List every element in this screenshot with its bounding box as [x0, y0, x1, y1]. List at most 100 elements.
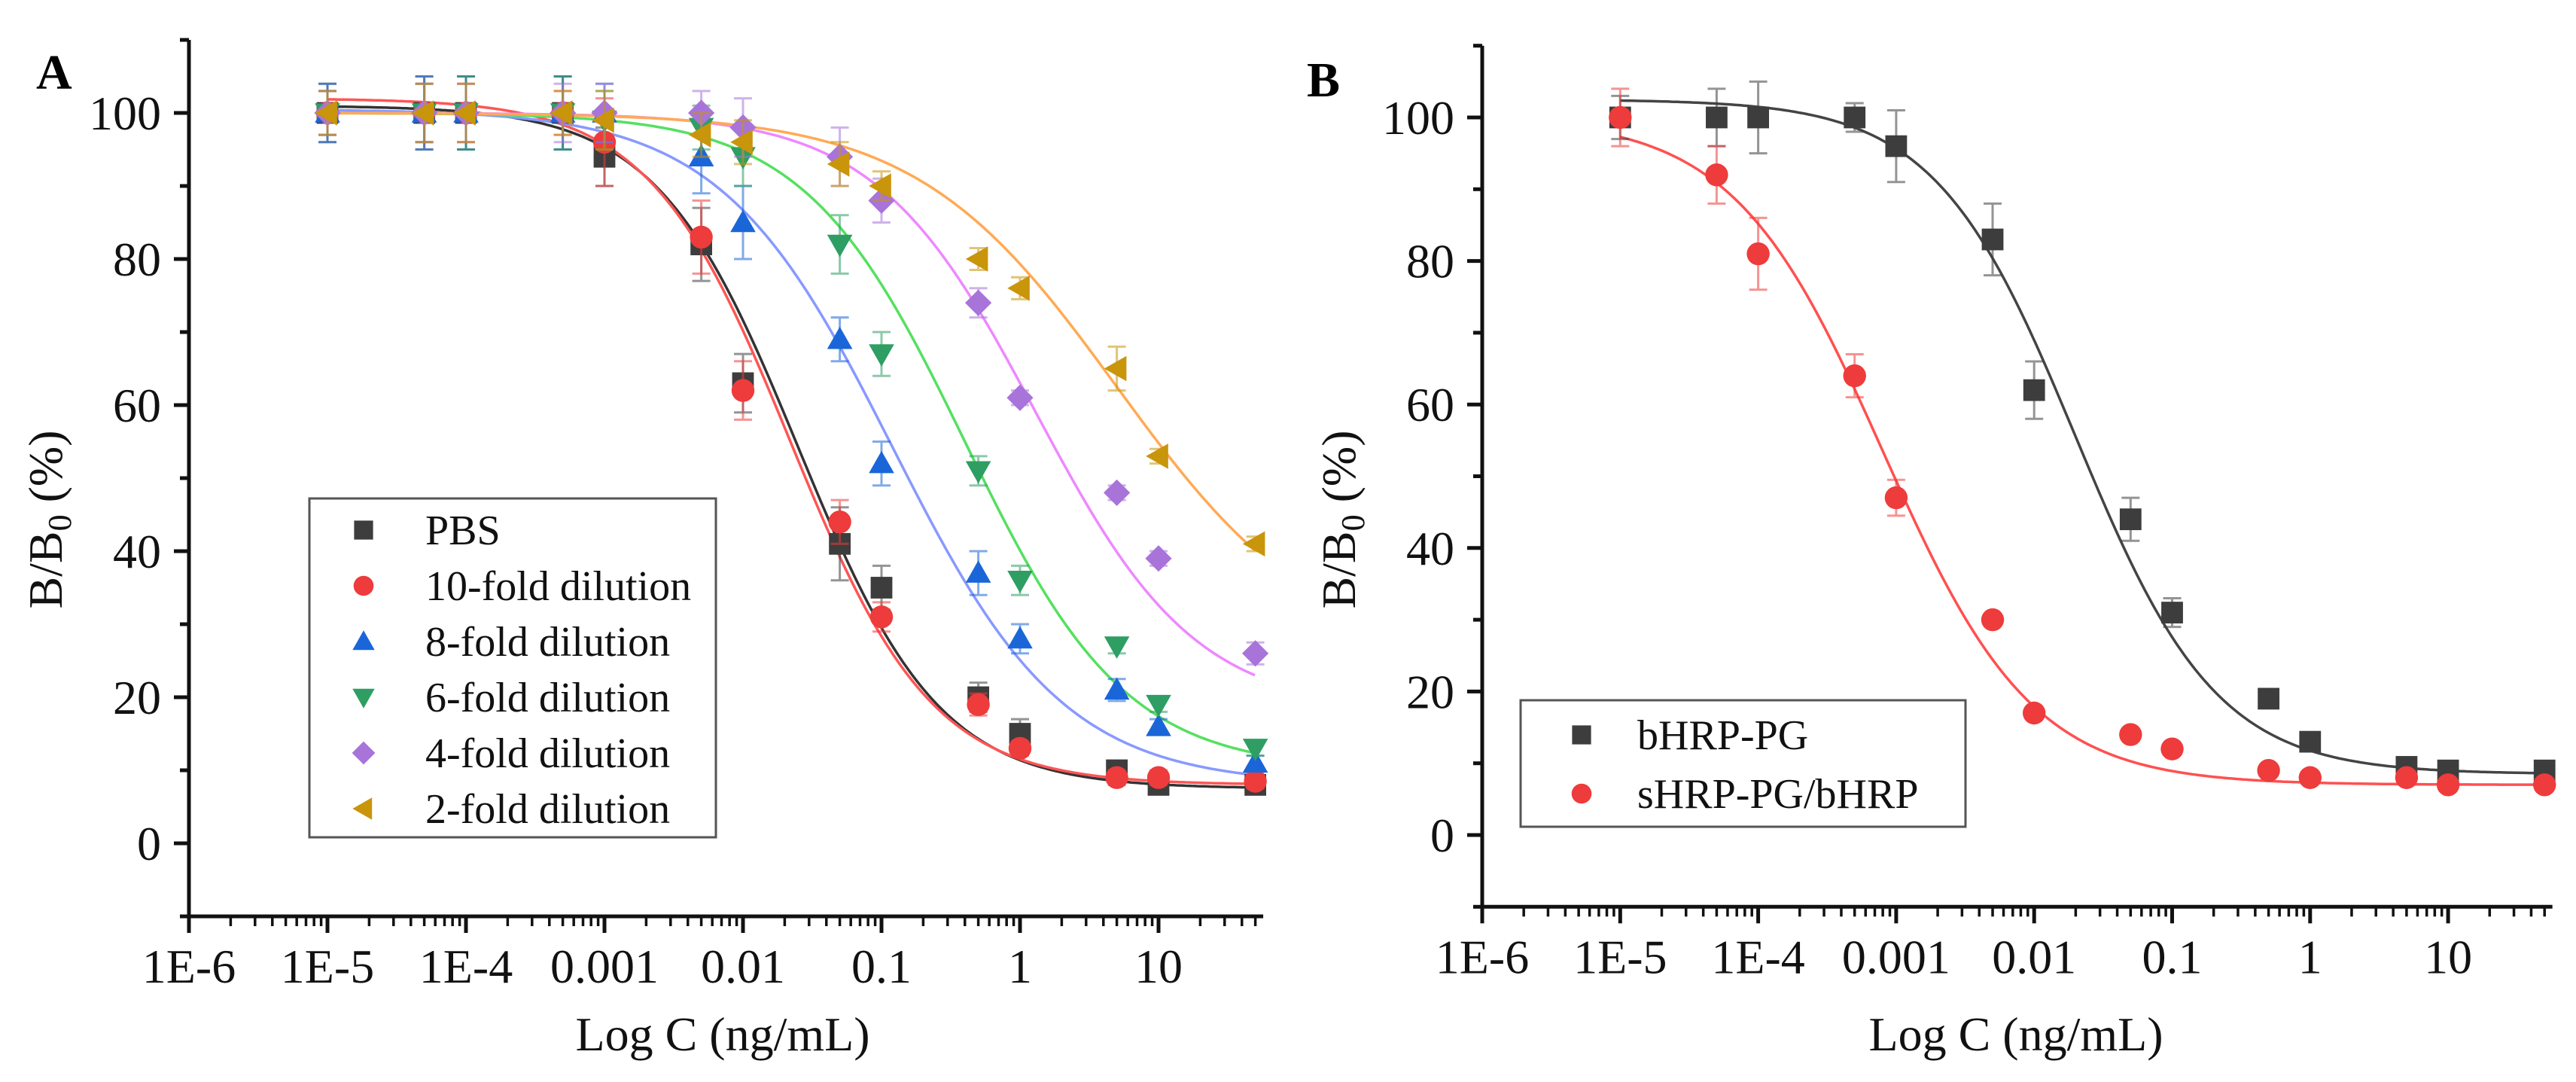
x-tick-label: 0.01: [701, 940, 785, 993]
x-axis-title-a: Log C (ng/mL): [575, 1007, 869, 1061]
panel-a: A Log C (ng/mL) B/B0 (%) 0 20 40 60 80 100 1E-…: [19, 38, 1269, 1061]
legend-item: sHRP-PG/bHRP: [1571, 771, 1918, 818]
legend-label: PBS: [425, 507, 501, 554]
y-tick-label: 100: [1382, 91, 1454, 145]
x-tick-label: 10: [1134, 940, 1183, 993]
legend: PBS 10-fold dilution 8-fold dilution 6-fold…: [308, 497, 717, 839]
data-point: [2119, 723, 2142, 746]
data-point: [1706, 106, 1728, 129]
legend-item: PBS: [354, 507, 501, 554]
data-point: [1609, 105, 1632, 130]
legend-marker: [1572, 725, 1591, 745]
x-tick-label: 0.01: [1992, 930, 2076, 983]
data-point: [869, 450, 894, 474]
y-tick-label: 0: [1430, 809, 1454, 862]
legend-marker: [352, 797, 373, 820]
data-point: [1008, 736, 1032, 760]
data-point: [2436, 773, 2460, 797]
y-tick-label: 40: [1406, 522, 1454, 575]
x-tick-label: 1E-6: [142, 940, 236, 993]
legend-label: 2-fold dilution: [425, 786, 670, 833]
data-point: [1146, 694, 1171, 718]
y-tick-label: 60: [1406, 378, 1454, 431]
legend-label: bHRP-PG: [1637, 712, 1808, 759]
data-point: [1105, 766, 1128, 789]
data-point: [1104, 355, 1127, 382]
data-point: [965, 461, 991, 484]
data-point: [827, 151, 850, 177]
fit-curve-10-fold-dilution: [327, 98, 1255, 785]
data-point: [1843, 364, 1866, 388]
series-bhrp-pg: [1609, 80, 2556, 782]
data-point: [1242, 640, 1269, 667]
y-tick-label: 20: [1406, 665, 1454, 718]
legend-label: sHRP-PG/bHRP: [1637, 771, 1918, 818]
legend-box: [1519, 699, 1967, 828]
data-point: [1146, 714, 1171, 736]
legend-marker: [352, 741, 376, 765]
data-point: [1146, 443, 1168, 469]
data-point: [2160, 737, 2184, 760]
data-point: [1145, 545, 1172, 572]
data-point: [730, 209, 756, 233]
data-point: [1747, 106, 1769, 129]
x-tick-label: 1E-6: [1436, 930, 1529, 983]
fit-curve-2-fold-dilution: [327, 111, 1256, 552]
legend-marker: [354, 520, 373, 540]
data-point: [967, 693, 990, 716]
data-point: [1242, 739, 1268, 761]
x-tick-label: 0.001: [1842, 930, 1950, 983]
legend: bHRP-PG sHRP-PG/bHRP: [1519, 699, 1967, 828]
data-point: [688, 122, 711, 148]
y-axis-title-a: B/B0 (%): [19, 430, 78, 608]
panel-b: B Log C (ng/mL) B/B0 (%) 0 20 40 60 80 100 1E-…: [1307, 44, 2556, 1061]
data-point: [315, 100, 337, 126]
data-point: [2298, 766, 2322, 789]
x-tick-label: 0.001: [550, 940, 659, 993]
legend-marker: [1571, 783, 1592, 804]
x-tick-label: 1: [2298, 930, 2322, 983]
legend-item: 6-fold dilution: [352, 675, 670, 721]
data-point: [965, 560, 991, 583]
data-point: [1104, 479, 1131, 506]
data-point: [453, 100, 476, 126]
panel-label-b: B: [1307, 53, 1340, 108]
x-tick-label: 0.1: [851, 940, 912, 993]
data-point: [411, 100, 434, 126]
data-point: [965, 289, 992, 316]
data-point: [592, 107, 614, 133]
data-point: [2395, 766, 2419, 789]
legend-item: bHRP-PG: [1572, 712, 1808, 759]
y-axis-title-b: B/B0 (%): [1312, 430, 1372, 608]
data-point: [1244, 770, 1267, 793]
legend-marker: [353, 575, 374, 596]
x-tick-label: 10: [2424, 930, 2472, 983]
legend-item: 8-fold dilution: [352, 619, 670, 666]
panel-label-a: A: [36, 45, 72, 100]
y-tick-label: 80: [113, 233, 161, 286]
data-point: [2023, 701, 2046, 725]
x-tick-label: 1E-5: [1573, 930, 1667, 983]
x-tick-label: 1: [1008, 940, 1032, 993]
data-point: [1705, 163, 1728, 187]
data-point: [1104, 677, 1130, 700]
y-tick-label: 60: [113, 379, 161, 432]
data-point: [550, 100, 573, 126]
data-point: [1746, 242, 1770, 266]
data-point: [2533, 773, 2556, 797]
y-tick-label: 20: [113, 671, 161, 724]
data-point: [869, 173, 891, 199]
data-point: [2161, 602, 2183, 623]
data-point: [730, 130, 753, 155]
data-point: [2023, 379, 2045, 401]
data-point: [1885, 135, 1908, 157]
data-point: [1844, 106, 1866, 129]
fit-curve-shrp-pg-bhrp: [1619, 136, 2545, 786]
x-tick-label: 1E-4: [1711, 930, 1804, 983]
data-point: [965, 246, 988, 272]
data-point: [2299, 730, 2322, 753]
data-point: [1007, 276, 1030, 301]
legend-label: 4-fold dilution: [425, 730, 670, 777]
legend-box: [308, 497, 717, 839]
